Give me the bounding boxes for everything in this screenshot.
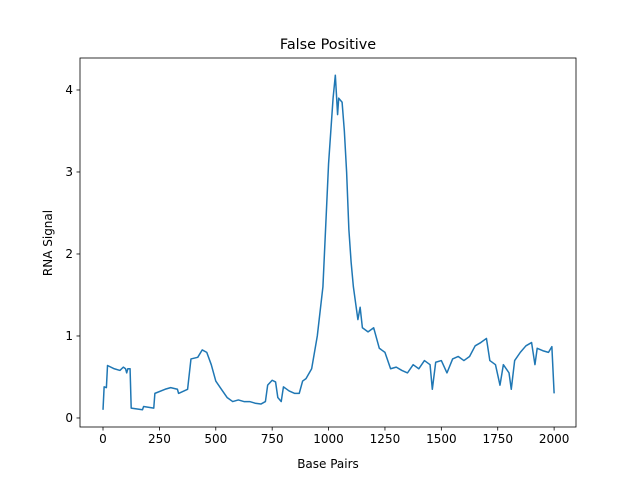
x-tick-label: 1500 [426, 432, 457, 446]
x-axis-label: Base Pairs [297, 457, 359, 471]
x-tick-label: 250 [148, 432, 171, 446]
x-tick-label: 2000 [539, 432, 570, 446]
x-tick-label: 1250 [370, 432, 401, 446]
y-axis-label: RNA Signal [41, 210, 55, 276]
y-tick-label: 0 [65, 411, 73, 425]
x-tick-label: 500 [204, 432, 227, 446]
plot-area: 0 250 500 750 1000 1250 1500 1750 2000 0 1 2 3 4 [65, 74, 570, 446]
chart-title: False Positive [280, 37, 376, 53]
y-tick-label: 4 [65, 83, 73, 97]
x-tick-label: 0 [99, 432, 107, 446]
y-tick-label: 3 [65, 165, 73, 179]
data-line [102, 74, 555, 411]
y-tick-label: 2 [65, 247, 73, 261]
x-tick-label: 750 [261, 432, 284, 446]
y-tick-label: 1 [65, 329, 73, 343]
x-tick-label: 1750 [482, 432, 513, 446]
x-tick-label: 1000 [313, 432, 344, 446]
axes-frame [79, 57, 577, 428]
